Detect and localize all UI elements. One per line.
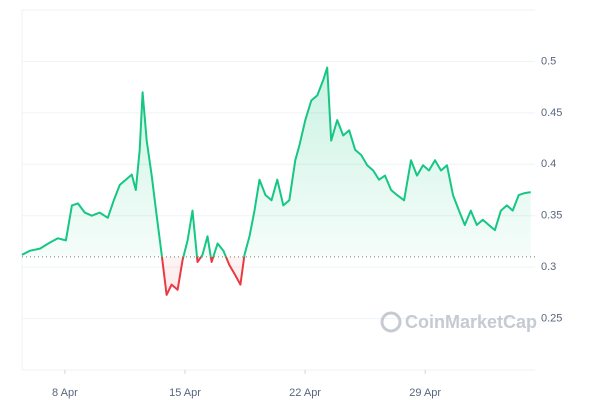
y-tick-label: 0.25: [541, 312, 562, 324]
y-tick-label: 0.35: [541, 210, 562, 222]
watermark: CoinMarketCap: [380, 311, 537, 333]
x-tick-label: 15 Apr: [169, 387, 201, 399]
x-tick-label: 8 Apr: [52, 387, 78, 399]
x-tick-label: 22 Apr: [289, 387, 321, 399]
logo: [380, 311, 402, 333]
price-area: [22, 67, 531, 295]
x-tick-label: 29 Apr: [409, 387, 441, 399]
y-tick-label: 0.5: [541, 55, 556, 67]
y-tick-label: 0.3: [541, 261, 556, 273]
y-tick-label: 0.4: [541, 158, 556, 170]
price-line: [21, 66, 531, 296]
y-tick-label: 0.45: [541, 107, 562, 119]
watermark-text: CoinMarketCap: [405, 312, 537, 332]
